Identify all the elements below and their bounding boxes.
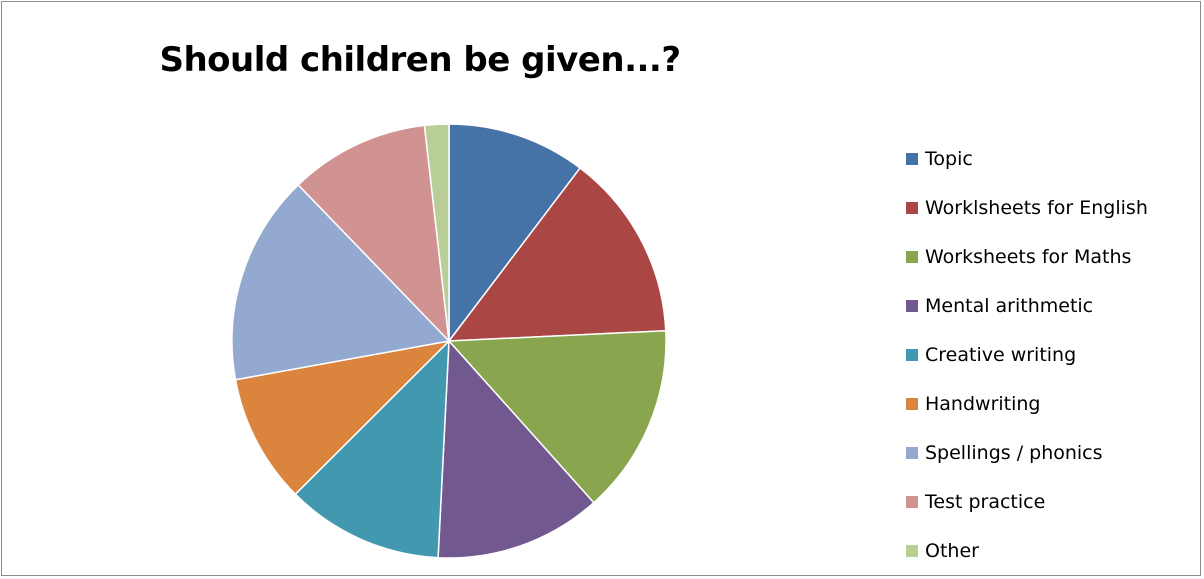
legend-swatch (906, 397, 918, 410)
legend-item-other: Other (906, 526, 1148, 575)
legend-item-worklsheets-for-english: Worklsheets for English (906, 183, 1148, 232)
legend-label: Handwriting (925, 392, 1041, 415)
legend-item-spellings-phonics: Spellings / phonics (906, 428, 1148, 477)
legend-item-mental-arithmetic: Mental arithmetic (906, 281, 1148, 330)
legend-swatch (906, 250, 918, 263)
pie-slice-other (423, 123, 450, 342)
pie-slice-creative-writing (294, 339, 450, 559)
pie-slice-spellings-phonics (231, 183, 451, 381)
legend-swatch (906, 495, 918, 508)
legend-label: Other (925, 539, 979, 562)
legend-label: Worklsheets for English (925, 196, 1148, 219)
legend-label: Topic (925, 147, 973, 170)
legend-swatch (906, 299, 918, 312)
chart-title: Should children be given...? (159, 40, 681, 80)
legend: Topic Worklsheets for English Worksheets f… (906, 134, 1148, 575)
pie-slice-worksheets-for-maths (447, 329, 667, 504)
legend-label: Mental arithmetic (925, 294, 1094, 317)
legend-item-worksheets-for-maths: Worksheets for Maths (906, 232, 1148, 281)
legend-swatch (906, 544, 918, 557)
legend-label: Creative writing (925, 343, 1077, 366)
legend-item-test-practice: Test practice (906, 477, 1148, 526)
legend-label: Spellings / phonics (925, 441, 1103, 464)
legend-label: Test practice (925, 490, 1046, 513)
legend-swatch (906, 201, 918, 214)
pie-slice-worklsheets-for-english (447, 166, 667, 342)
pie-slice-handwriting (234, 339, 452, 496)
pie-slice-mental-arithmetic (437, 339, 595, 559)
pie-slice-test-practice (297, 124, 450, 344)
legend-swatch (906, 446, 918, 459)
pie-slice-topic (448, 123, 582, 344)
legend-label: Worksheets for Maths (925, 245, 1132, 268)
legend-item-topic: Topic (906, 134, 1148, 183)
legend-item-handwriting: Handwriting (906, 379, 1148, 428)
legend-item-creative-writing: Creative writing (906, 330, 1148, 379)
legend-swatch (906, 348, 918, 361)
legend-swatch (906, 152, 918, 165)
